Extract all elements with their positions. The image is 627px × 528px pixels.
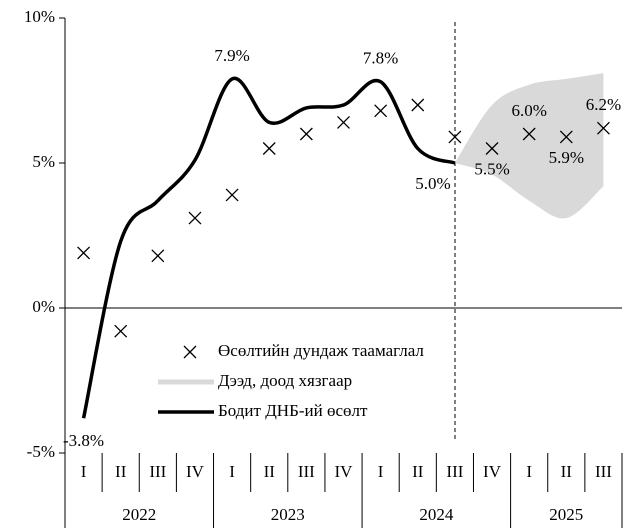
forecast-marker [188, 211, 202, 225]
forecast-band [454, 73, 604, 219]
x-tick-label: III [595, 462, 612, 481]
year-label: 2025 [549, 505, 583, 524]
data-label: 7.9% [214, 46, 249, 65]
forecast-marker [448, 130, 462, 144]
year-label: 2024 [419, 505, 454, 524]
data-label: 6.2% [586, 95, 621, 114]
x-tick-label: IV [483, 462, 502, 481]
forecast-marker [374, 104, 388, 118]
x-tick-label: III [446, 462, 463, 481]
forecast-marker [411, 98, 425, 112]
x-tick-label: III [298, 462, 315, 481]
legend-marker [183, 345, 197, 359]
x-tick-label: II [264, 462, 276, 481]
x-tick-label: IV [335, 462, 354, 481]
forecast-marker [114, 324, 128, 338]
x-tick-label: I [229, 462, 235, 481]
data-label: 5.0% [415, 174, 450, 193]
forecast-marker [559, 130, 573, 144]
year-label: 2022 [122, 505, 156, 524]
x-tick-label: II [115, 462, 127, 481]
forecast-marker [596, 121, 610, 135]
y-tick-label: 10% [24, 7, 55, 26]
x-tick-label: I [378, 462, 384, 481]
data-label: 5.9% [549, 148, 584, 167]
forecast-marker [225, 188, 239, 202]
x-tick-label: I [526, 462, 532, 481]
forecast-marker [262, 142, 276, 155]
year-label: 2023 [271, 505, 305, 524]
forecast-marker [77, 246, 91, 260]
y-tick-label: 0% [32, 297, 55, 316]
data-label: 7.8% [363, 49, 398, 68]
data-label: 5.5% [474, 159, 509, 178]
data-label: 6.0% [511, 101, 546, 120]
x-tick-label: I [81, 462, 87, 481]
forecast-marker [522, 127, 536, 141]
y-tick-label: 5% [32, 152, 55, 171]
forecast-marker [337, 115, 350, 129]
y-tick-label: -5% [27, 442, 55, 461]
x-tick-label: IV [186, 462, 205, 481]
legend-label: Дээд, доод хязгаар [218, 371, 352, 390]
x-tick-label: II [561, 462, 573, 481]
x-tick-label: II [412, 462, 424, 481]
x-tick-label: III [149, 462, 166, 481]
legend-label: Өсөлтийн дундаж таамаглал [218, 341, 424, 360]
data-label: -3.8% [63, 431, 104, 450]
legend-label: Бодит ДНБ-ий өсөлт [218, 401, 368, 420]
forecast-marker [299, 127, 313, 141]
actual-line [81, 76, 456, 419]
forecast-marker [485, 142, 499, 155]
forecast-marker [151, 249, 165, 263]
